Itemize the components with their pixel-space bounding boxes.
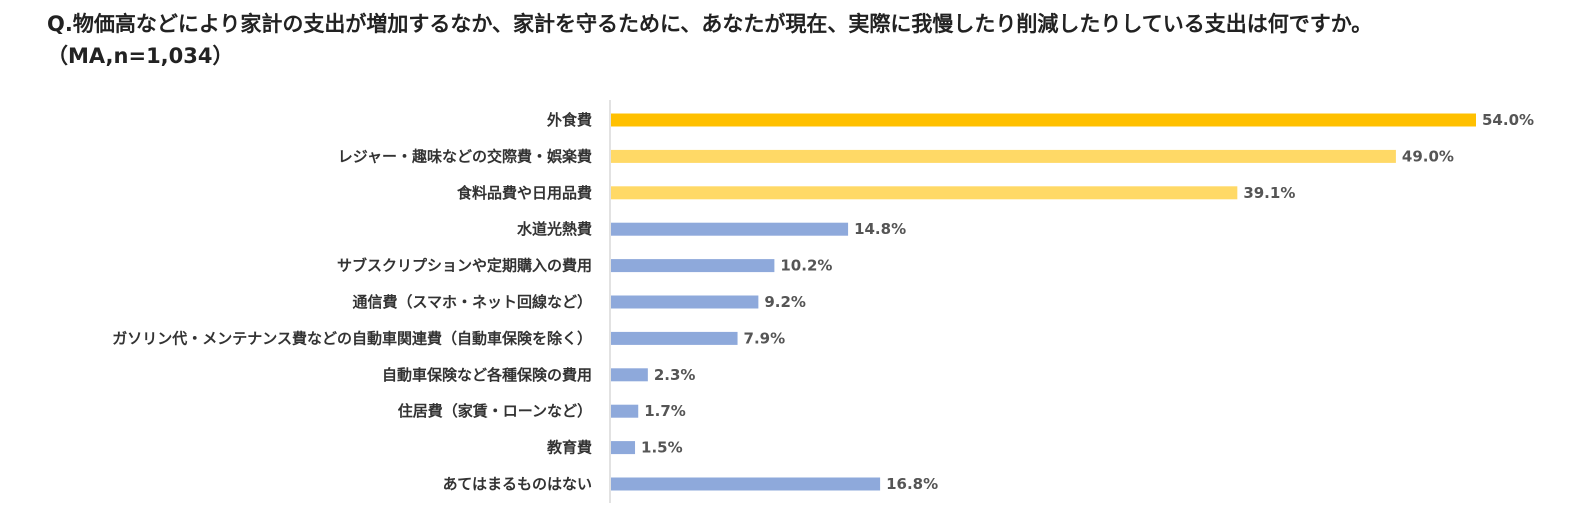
value-label: 54.0% (1482, 111, 1534, 129)
bar (611, 404, 639, 418)
value-label: 2.3% (654, 366, 696, 384)
chart-subtitle: （MA,n=1,034） (47, 44, 234, 68)
bar (611, 331, 738, 345)
category-label: 住居費（家賃・ローンなど） (398, 402, 592, 420)
category-label: ガソリン代・メンテナンス費などの自動車関連費（自動車保険を除く） (112, 329, 592, 347)
bar (611, 186, 1238, 200)
category-label: 外食費 (546, 111, 592, 129)
bar (611, 113, 1476, 127)
bar (611, 441, 636, 455)
bar (611, 222, 849, 236)
bar (611, 149, 1396, 163)
category-label: 自動車保険など各種保険の費用 (382, 366, 592, 384)
bar (611, 259, 775, 273)
bars (611, 113, 1476, 491)
category-label: 水道光熱費 (517, 220, 592, 238)
value-label: 9.2% (764, 293, 806, 311)
category-label: サブスクリプションや定期購入の費用 (337, 257, 592, 275)
category-label: 教育費 (546, 439, 592, 457)
chart-title-block: Q.物価高などにより家計の支出が増加するなか、家計を守るために、あなたが現在、実… (47, 8, 1562, 72)
bar (611, 477, 881, 491)
value-label: 1.5% (641, 439, 683, 457)
value-label: 10.2% (780, 257, 832, 275)
value-label: 1.7% (644, 402, 686, 420)
value-label: 49.0% (1402, 147, 1454, 165)
value-label: 39.1% (1243, 184, 1295, 202)
value-label: 7.9% (744, 329, 786, 347)
value-label: 14.8% (854, 220, 906, 238)
category-label: あてはまるものはない (443, 475, 592, 493)
bar (611, 368, 648, 382)
category-label: 食料品費や日用品費 (457, 184, 592, 202)
category-label: レジャー・趣味などの交際費・娯楽費 (338, 147, 592, 165)
value-label: 16.8% (886, 475, 938, 493)
category-label: 通信費（スマホ・ネット回線など） (352, 293, 592, 311)
bar (611, 295, 759, 309)
category-labels: 外食費レジャー・趣味などの交際費・娯楽費食料品費や日用品費水道光熱費サブスクリプ… (112, 111, 592, 493)
value-labels: 54.0% 49.0% 39.1% 14.8% 10.2% 9.2% 7.9% 2.3% 1.7… (641, 111, 1534, 493)
chart-title: Q.物価高などにより家計の支出が増加するなか、家計を守るために、あなたが現在、実… (47, 12, 1373, 36)
